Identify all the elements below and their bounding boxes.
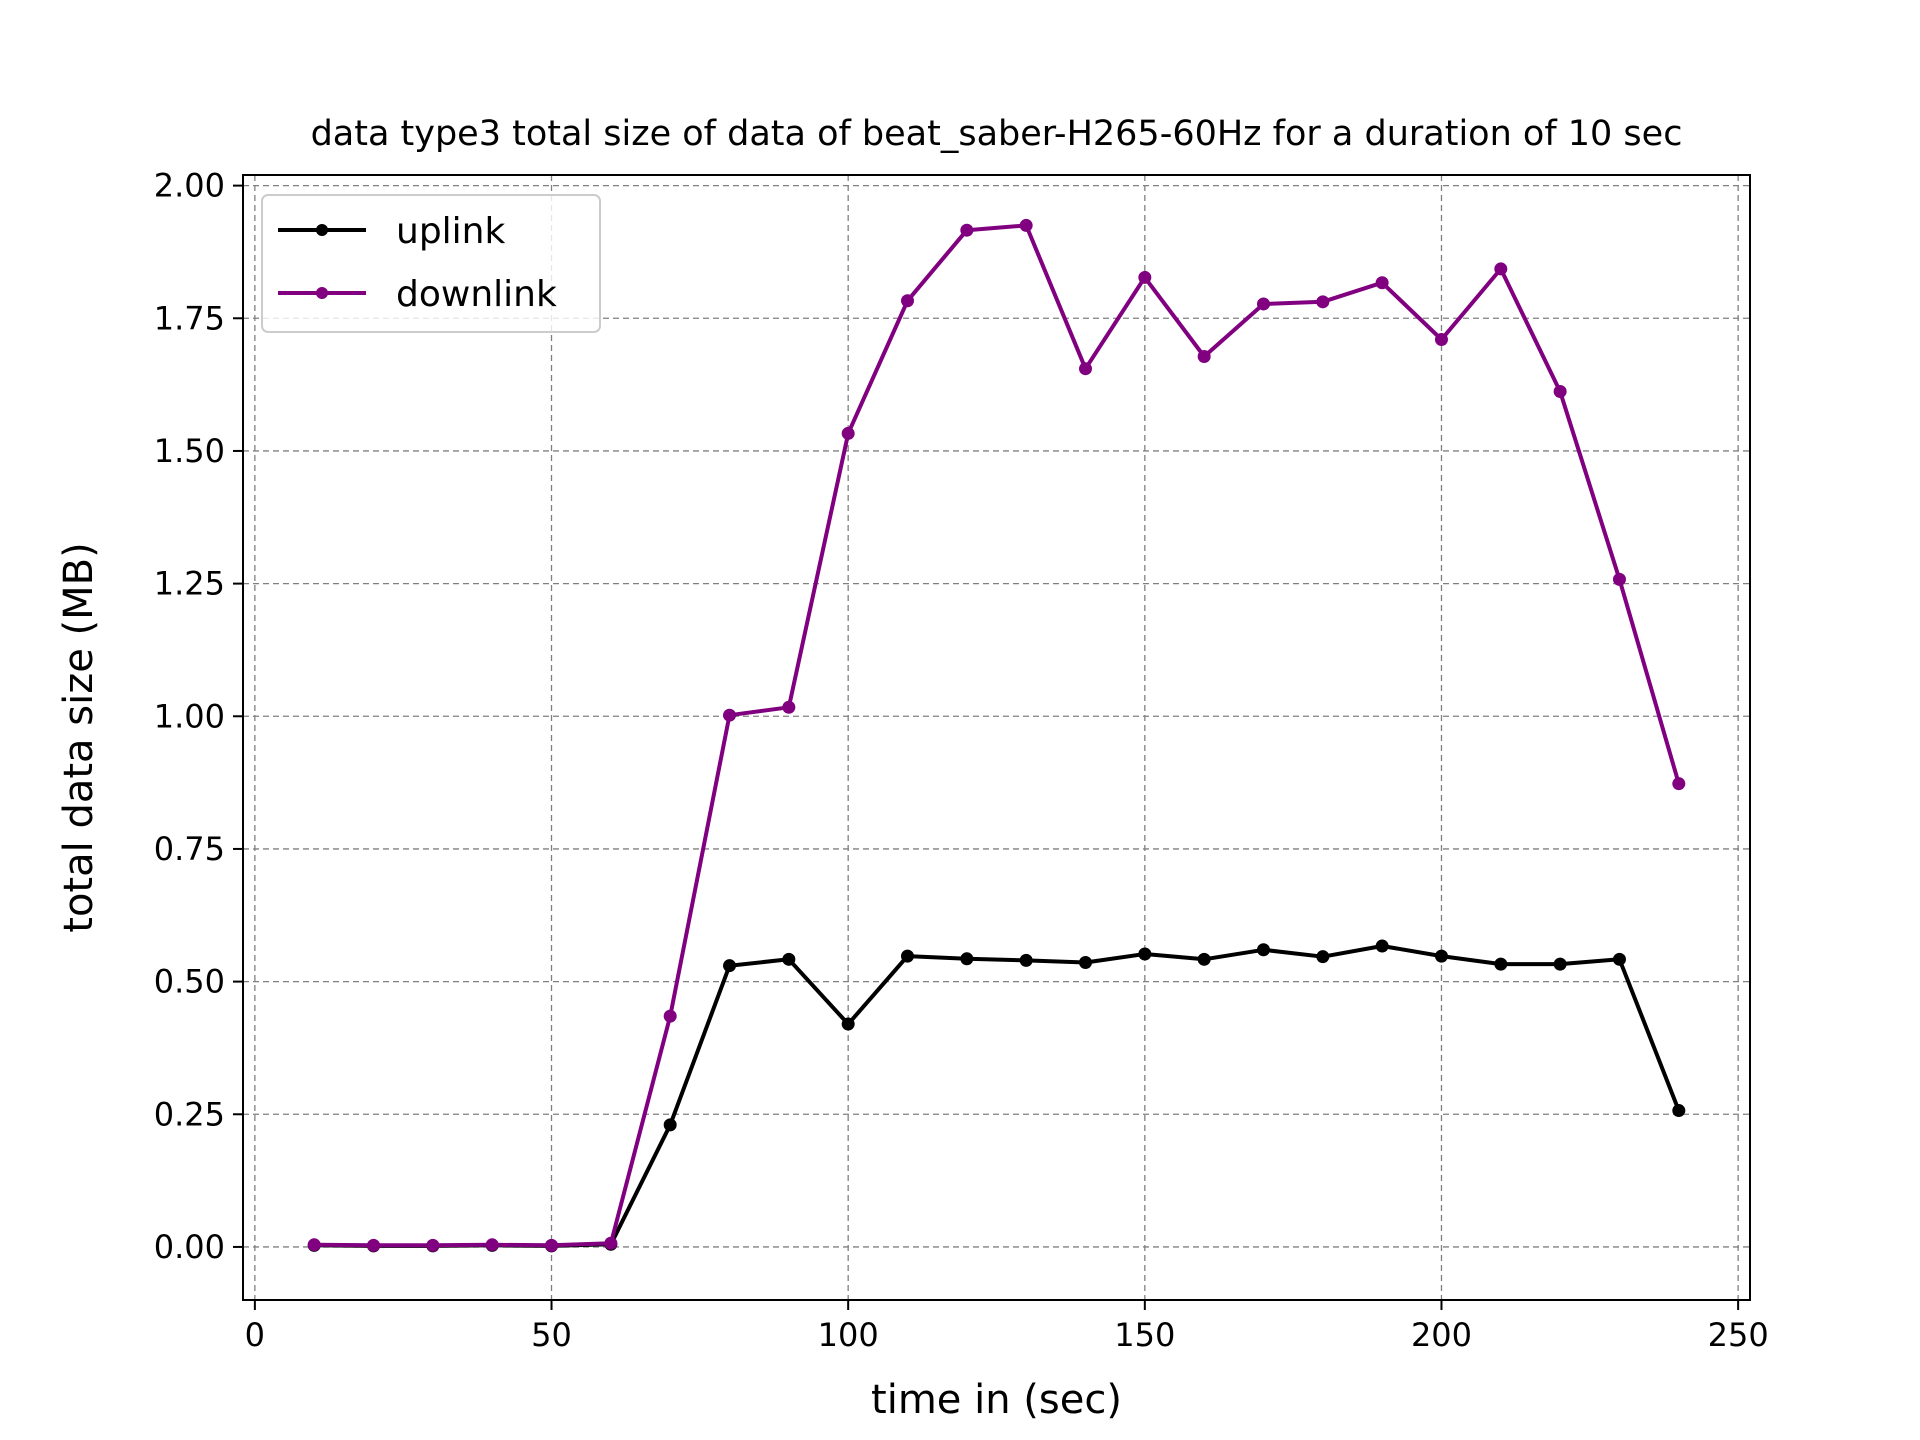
data-point-downlink — [1494, 262, 1508, 276]
y-axis-title: total data size (MB) — [56, 542, 102, 932]
data-point-uplink — [1375, 939, 1389, 953]
chart-title: data type3 total size of data of beat_sa… — [311, 114, 1683, 154]
data-point-downlink — [723, 708, 737, 722]
data-point-downlink — [604, 1236, 618, 1250]
data-point-uplink — [663, 1118, 677, 1132]
x-tick-label: 50 — [531, 1316, 572, 1354]
series-line-downlink — [314, 223, 1681, 1248]
data-point-uplink — [960, 952, 974, 966]
legend-label-uplink: uplink — [396, 211, 505, 252]
data-point-downlink — [1553, 385, 1567, 399]
series-layer — [307, 218, 1686, 1253]
y-axis: 0.00 0.25 0.50 0.75 1.00 1.25 1.50 1.75 2.00 — [154, 167, 243, 1266]
data-point-uplink — [1434, 949, 1448, 963]
y-tick-label: 0.50 — [154, 963, 225, 1001]
x-tick-label: 100 — [818, 1316, 879, 1354]
data-point-uplink — [1256, 943, 1270, 957]
y-tick-label: 0.25 — [154, 1095, 225, 1133]
data-point-downlink — [307, 1238, 321, 1252]
data-point-downlink — [1256, 297, 1270, 311]
data-point-downlink — [426, 1238, 440, 1252]
data-point-uplink — [841, 1017, 855, 1031]
data-point-uplink — [1019, 953, 1033, 967]
data-point-downlink — [663, 1009, 677, 1023]
y-tick-label: 1.25 — [154, 565, 225, 603]
data-point-uplink — [1197, 952, 1211, 966]
data-point-downlink — [1672, 777, 1686, 791]
data-point-downlink — [1019, 218, 1033, 232]
y-tick-label: 1.75 — [154, 299, 225, 337]
data-point-downlink — [545, 1238, 559, 1252]
data-point-uplink — [1553, 957, 1567, 971]
x-tick-label: 150 — [1114, 1316, 1175, 1354]
data-point-downlink — [1078, 362, 1092, 376]
data-point-downlink — [1138, 270, 1152, 284]
x-tick-label: 200 — [1411, 1316, 1472, 1354]
data-point-uplink — [782, 952, 796, 966]
data-point-downlink — [1434, 333, 1448, 347]
data-point-uplink — [723, 959, 737, 973]
legend-label-downlink: downlink — [396, 274, 557, 315]
y-tick-label: 0.00 — [154, 1228, 225, 1266]
data-point-downlink — [960, 223, 974, 237]
plot-frame — [242, 174, 1751, 1301]
data-point-downlink — [1316, 295, 1330, 309]
legend-marker-uplink — [316, 224, 328, 236]
data-point-downlink — [1375, 276, 1389, 290]
legend: uplink downlink — [261, 194, 601, 333]
data-point-uplink — [1672, 1104, 1686, 1118]
y-tick-label: 0.75 — [154, 830, 225, 868]
y-tick-label: 1.50 — [154, 432, 225, 470]
legend-marker-downlink — [316, 287, 328, 299]
y-tick-label: 2.00 — [154, 167, 225, 205]
data-point-downlink — [367, 1238, 381, 1252]
data-point-downlink — [1197, 349, 1211, 363]
data-point-downlink — [485, 1238, 499, 1252]
x-axis: 0 50 100 150 200 250 — [245, 1300, 1769, 1354]
x-axis-title: time in (sec) — [871, 1377, 1122, 1423]
data-point-uplink — [1316, 950, 1330, 964]
x-tick-label: 250 — [1708, 1316, 1769, 1354]
data-point-downlink — [782, 700, 796, 714]
data-point-uplink — [1612, 952, 1626, 966]
x-tick-label: 0 — [245, 1316, 265, 1354]
data-point-downlink — [901, 294, 915, 308]
y-tick-label: 1.00 — [154, 697, 225, 735]
data-point-uplink — [1078, 956, 1092, 969]
data-point-uplink — [1494, 957, 1508, 971]
data-point-downlink — [841, 426, 855, 440]
data-point-uplink — [1138, 947, 1152, 961]
data-point-uplink — [901, 949, 915, 963]
data-point-downlink — [1612, 572, 1626, 586]
